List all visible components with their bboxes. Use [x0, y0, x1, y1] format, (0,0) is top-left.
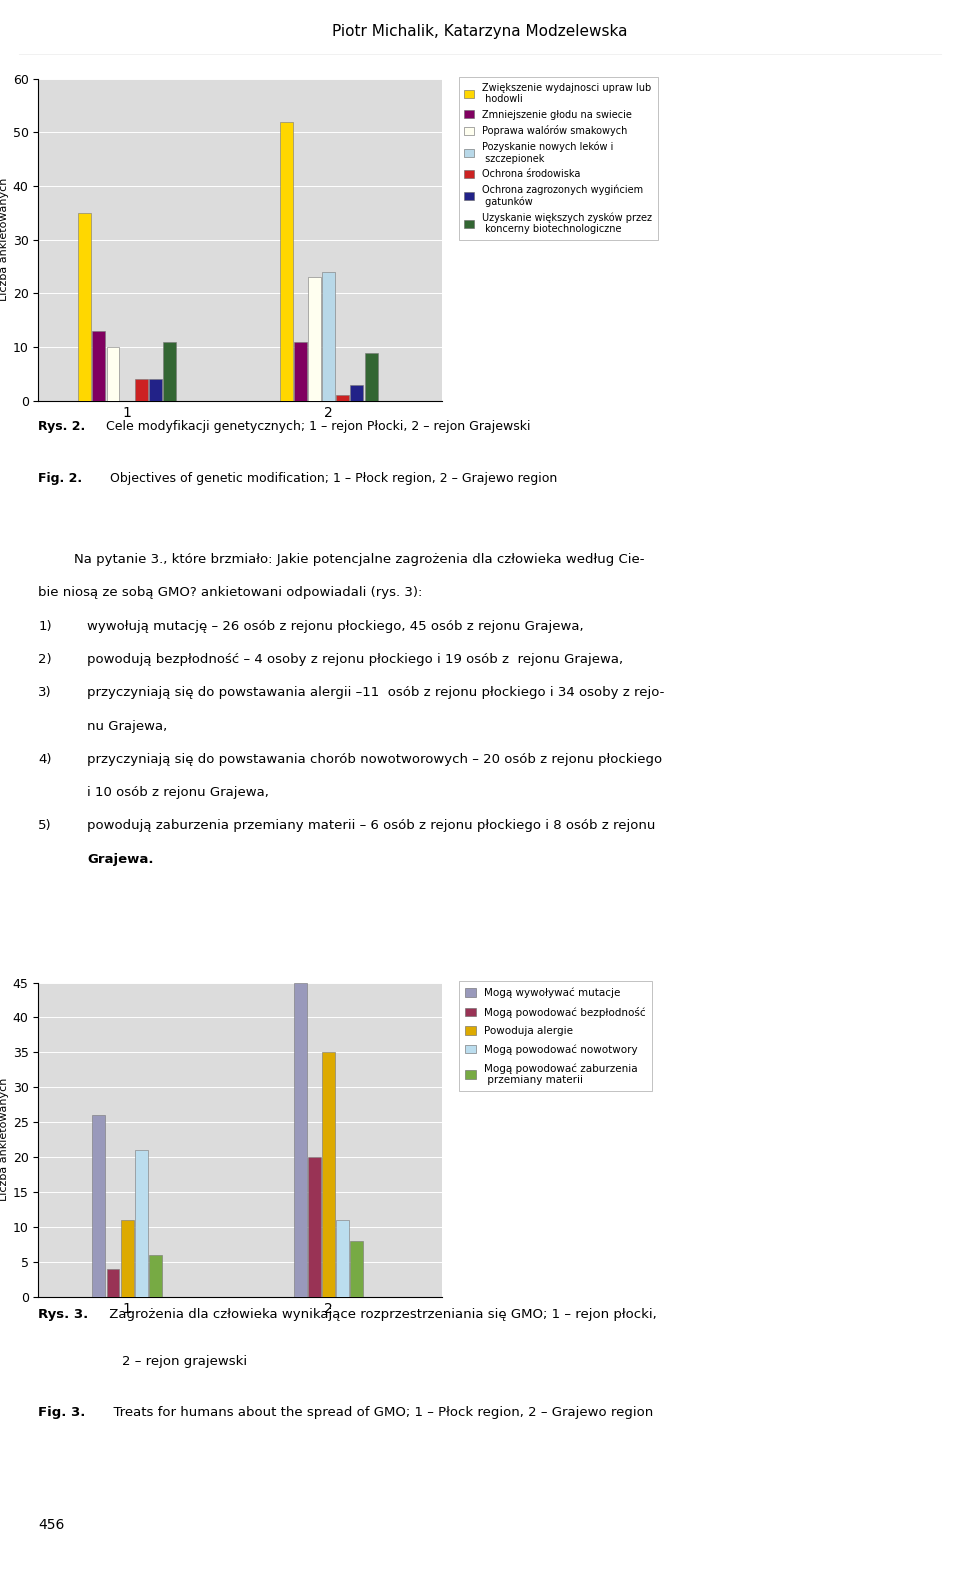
Bar — [350, 385, 364, 401]
Bar — [107, 347, 119, 401]
Bar — [294, 982, 307, 1297]
Text: 2 – rejon grajewski: 2 – rejon grajewski — [105, 1355, 247, 1368]
Bar — [121, 1220, 133, 1297]
Bar — [336, 1220, 349, 1297]
Text: Cele modyfikacji genetycznych; 1 – rejon Płocki, 2 – rejon Grajewski: Cele modyfikacji genetycznych; 1 – rejon… — [102, 420, 531, 432]
Text: 456: 456 — [38, 1519, 64, 1531]
Text: powodują bezpłodność – 4 osoby z rejonu płockiego i 19 osób z  rejonu Grajewa,: powodują bezpłodność – 4 osoby z rejonu … — [87, 652, 623, 667]
Text: Grajewa.: Grajewa. — [87, 852, 154, 866]
Text: 4): 4) — [38, 753, 52, 766]
Text: Zagrożenia dla człowieka wynikające rozprzestrzeniania się GMO; 1 – rejon płocki: Zagrożenia dla człowieka wynikające rozp… — [105, 1308, 657, 1322]
Text: Treats for humans about the spread of GMO; 1 – Płock region, 2 – Grajewo region: Treats for humans about the spread of GM… — [105, 1405, 653, 1420]
Bar — [308, 277, 321, 401]
Bar — [79, 212, 91, 401]
Y-axis label: Liczba ankietowanych: Liczba ankietowanych — [0, 1078, 9, 1201]
Text: przyczyniają się do powstawania alergii –11  osób z rejonu płockiego i 34 osoby : przyczyniają się do powstawania alergii … — [87, 687, 664, 700]
Y-axis label: Liczba ankietowanych: Liczba ankietowanych — [0, 178, 9, 302]
Text: wywоłują mutację – 26 osób z rejonu płockiego, 45 osób z rejonu Grajewa,: wywоłują mutację – 26 osób z rejonu płoc… — [87, 619, 584, 632]
Text: nu Grajewa,: nu Grajewa, — [87, 720, 167, 733]
Bar — [350, 1240, 364, 1297]
Bar — [163, 341, 176, 401]
Text: powodują zaburzenia przemiany materii – 6 osób z rejonu płockiego i 8 osób z rej: powodują zaburzenia przemiany materii – … — [87, 819, 656, 832]
Text: Na pytanie 3., które brzmiało: Jakie potencjalne zagrożenia dla człowieka według: Na pytanie 3., które brzmiało: Jakie pot… — [74, 553, 644, 566]
Bar — [92, 1115, 106, 1297]
Text: Fig. 2.: Fig. 2. — [38, 472, 83, 484]
Bar — [323, 1052, 335, 1297]
Bar — [336, 396, 349, 401]
Text: 1): 1) — [38, 619, 52, 632]
Bar — [134, 379, 148, 401]
Bar — [294, 341, 307, 401]
Text: Rys. 2.: Rys. 2. — [38, 420, 85, 432]
Text: Piotr Michalik, Katarzyna Modzelewska: Piotr Michalik, Katarzyna Modzelewska — [332, 24, 628, 39]
Text: bie niosą ze sobą GMO? ankietowani odpowiadali (rys. 3):: bie niosą ze sobą GMO? ankietowani odpow… — [38, 586, 422, 599]
Legend: Zwiększenie wydajnosci upraw lub
 hodowli, Zmniejszenie głodu na swiecie, Popraw: Zwiększenie wydajnosci upraw lub hodowli… — [459, 77, 658, 241]
Bar — [134, 1151, 148, 1297]
Text: Objectives of genetic modification; 1 – Płock region, 2 – Grajewo region: Objectives of genetic modification; 1 – … — [102, 472, 557, 484]
Bar — [323, 272, 335, 401]
Text: przyczyniają się do powstawania chorób nowotworowych – 20 osób z rejonu płockieg: przyczyniają się do powstawania chorób n… — [87, 753, 662, 766]
Text: 5): 5) — [38, 819, 52, 832]
Text: i 10 osób z rejonu Grajewa,: i 10 osób z rejonu Grajewa, — [87, 786, 269, 799]
Bar — [149, 1254, 162, 1297]
Text: 3): 3) — [38, 687, 52, 700]
Bar — [92, 332, 106, 401]
Text: Rys. 3.: Rys. 3. — [38, 1308, 88, 1322]
Bar — [280, 121, 293, 401]
Bar — [149, 379, 162, 401]
Text: Fig. 3.: Fig. 3. — [38, 1405, 85, 1420]
Bar — [308, 1157, 321, 1297]
Legend: Mogą wywoływać mutacje, Mogą powodować bezpłodność, Powoduja alergie, Mogą powod: Mogą wywoływać mutacje, Mogą powodować b… — [459, 981, 652, 1091]
Text: 2): 2) — [38, 652, 52, 667]
Bar — [107, 1269, 119, 1297]
Bar — [365, 352, 377, 401]
